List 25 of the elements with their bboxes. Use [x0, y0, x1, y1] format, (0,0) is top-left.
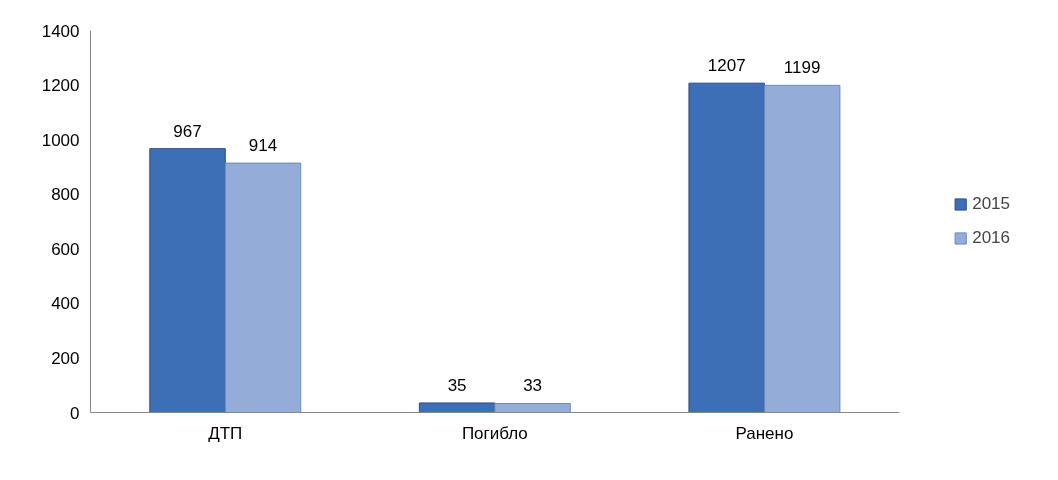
bar — [688, 82, 765, 413]
y-tick-label: 1400 — [41, 21, 80, 41]
bar — [763, 84, 841, 413]
y-tick-label: 1000 — [41, 130, 80, 150]
x-tick-label: ДТП — [208, 423, 243, 443]
bar — [494, 403, 571, 413]
bar — [418, 402, 496, 413]
y-tick-label: 0 — [70, 403, 80, 423]
bar — [224, 162, 302, 413]
data-label: 33 — [523, 376, 543, 396]
legend-label: 2016 — [972, 228, 1010, 248]
legend-label: 2015 — [972, 194, 1010, 214]
x-tick-label: Ранено — [735, 423, 794, 443]
y-tick-label: 1200 — [41, 76, 80, 96]
y-tick-label: 600 — [51, 239, 80, 259]
data-label: 35 — [447, 375, 467, 395]
bar — [149, 148, 226, 413]
data-label: 1199 — [783, 58, 821, 78]
data-label: 914 — [248, 136, 278, 156]
y-tick-label: 800 — [51, 185, 80, 205]
x-tick-label: Погибло — [461, 423, 528, 443]
y-tick-label: 200 — [51, 348, 80, 368]
data-label: 967 — [173, 121, 202, 141]
data-label: 1207 — [707, 56, 746, 76]
y-tick-label: 400 — [51, 294, 80, 314]
